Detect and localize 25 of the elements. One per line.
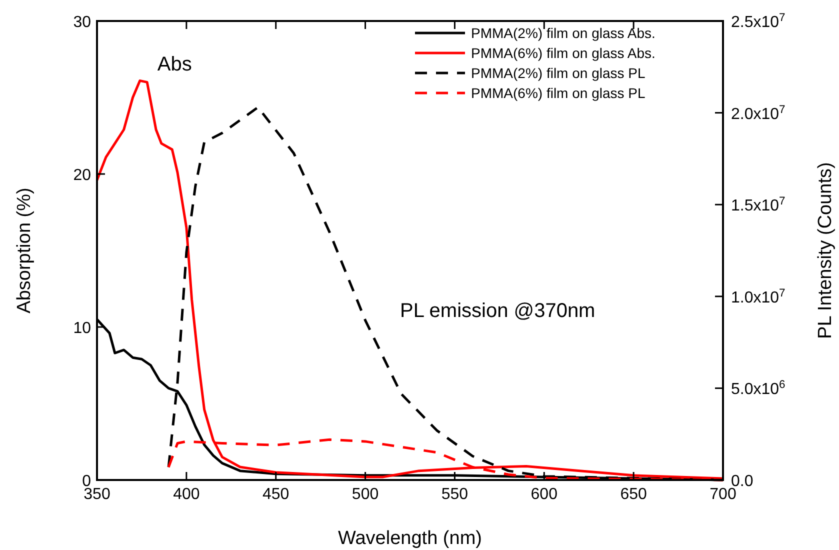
y2-tick-label: 5.0x10$^{6}$	[731, 379, 786, 398]
x-tick-label: 600	[530, 486, 558, 503]
annotation: Abs	[157, 54, 192, 76]
x-tick-label: 500	[352, 486, 379, 503]
x-tick-label: 650	[620, 486, 648, 503]
x-tick-label: 700	[710, 486, 736, 503]
y-tick-label: 30	[73, 14, 92, 31]
y2-tick-label: 2.5x10$^{7}$	[731, 12, 786, 31]
legend-label: PMMA(2%) film on glass Abs.	[471, 25, 656, 41]
y2-tick-label: 1.0x10$^{7}$	[731, 287, 786, 306]
x-tick-label: 550	[441, 486, 468, 503]
y2-axis-title: PL Intensity (Counts)	[815, 162, 836, 339]
y2-tick-label: 2.0x10$^{7}$	[731, 104, 786, 123]
legend-label: PMMA(2%) film on glass PL	[471, 65, 646, 81]
annotation: PL emission @370nm	[400, 300, 596, 322]
y-tick-label: 10	[73, 320, 92, 337]
legend-label: PMMA(6%) film on glass Abs.	[471, 45, 656, 61]
y-tick-label: 20	[73, 167, 92, 184]
x-tick-label: 350	[84, 486, 110, 503]
y2-tick-label: 1.5x10$^{7}$	[731, 196, 786, 215]
legend-label: PMMA(6%) film on glass PL	[471, 85, 646, 101]
x-tick-label: 450	[262, 486, 290, 503]
x-axis-title: Wavelength (nm)	[338, 528, 482, 549]
y-axis-title: Absorption (%)	[14, 188, 35, 314]
x-tick-label: 400	[173, 486, 200, 503]
